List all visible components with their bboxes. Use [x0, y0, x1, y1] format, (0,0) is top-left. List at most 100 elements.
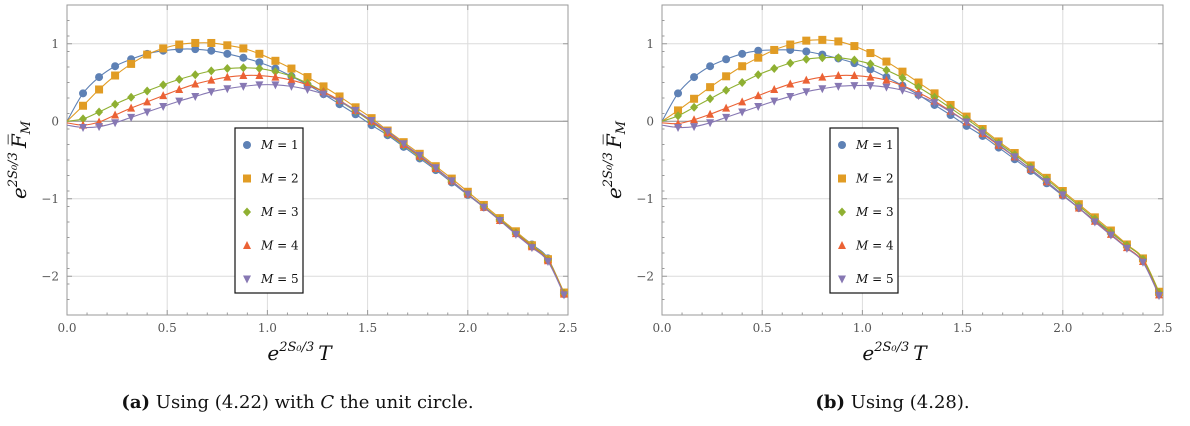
data-point	[255, 81, 264, 90]
data-point	[850, 55, 859, 65]
data-point	[722, 103, 731, 112]
data-point	[786, 79, 795, 88]
x-tick-label: 2.0	[458, 321, 477, 335]
data-point	[754, 91, 763, 100]
series-line	[66, 84, 565, 296]
y-tick-label: −1	[636, 192, 654, 206]
data-point	[1154, 292, 1163, 301]
series-a-5	[66, 81, 568, 300]
data-point	[834, 82, 843, 91]
data-point	[287, 64, 296, 73]
data-point	[415, 151, 424, 160]
data-point	[511, 230, 520, 239]
y-tick-label: 0	[646, 114, 654, 128]
data-point	[463, 190, 472, 199]
data-point	[191, 70, 200, 80]
data-point	[994, 141, 1003, 149]
data-point	[223, 85, 232, 94]
data-point	[722, 113, 731, 122]
x-tick-label: 0.0	[57, 321, 76, 335]
data-point	[818, 35, 827, 44]
data-point	[1058, 191, 1067, 200]
data-point	[239, 82, 248, 91]
data-point	[95, 107, 104, 117]
data-point	[367, 116, 376, 125]
data-point	[1138, 258, 1147, 267]
series-line	[66, 67, 565, 294]
data-point	[882, 57, 891, 66]
data-point	[239, 71, 248, 80]
data-point	[191, 45, 200, 54]
data-point	[79, 123, 88, 132]
data-point	[495, 216, 504, 225]
y-tick-label: −2	[41, 269, 59, 283]
y-tick-label: 0	[51, 114, 59, 128]
data-point	[690, 73, 699, 82]
data-point	[143, 108, 152, 117]
data-point	[898, 86, 907, 95]
data-point	[271, 56, 280, 65]
x-tick-label: 1.0	[258, 321, 277, 335]
series-b-2	[661, 35, 1163, 296]
data-point	[898, 67, 907, 76]
data-point	[674, 106, 683, 115]
legend-marker	[243, 275, 251, 284]
data-point	[143, 97, 152, 106]
legend-entry: M = 4	[855, 239, 894, 253]
data-point	[159, 91, 168, 100]
y-axis-label: e2S₀/3F̅M	[601, 120, 629, 199]
caption-a-before: Using (4.22) with	[155, 392, 321, 413]
data-point	[882, 83, 891, 92]
series-line	[661, 74, 1160, 296]
caption-a-after: the unit circle.	[334, 392, 474, 413]
data-point	[722, 85, 731, 95]
data-point	[786, 58, 795, 68]
data-point	[175, 84, 184, 93]
data-point	[802, 36, 811, 45]
series-line	[66, 42, 565, 293]
data-point	[1074, 204, 1083, 213]
series-b-5	[661, 82, 1163, 301]
data-point	[914, 78, 923, 87]
data-point	[706, 94, 715, 104]
data-point	[738, 97, 747, 106]
x-tick-label: 2.5	[558, 321, 577, 335]
data-point	[239, 63, 248, 73]
data-point	[738, 49, 747, 58]
x-tick-label: 0.5	[753, 321, 772, 335]
data-point	[271, 81, 280, 90]
data-point	[674, 89, 683, 98]
data-point	[722, 55, 731, 64]
data-point	[223, 64, 232, 74]
series-line	[661, 39, 1160, 292]
x-tick-label: 1.5	[953, 321, 972, 335]
legend-entry: M = 5	[855, 272, 894, 286]
series-a-2	[66, 38, 568, 297]
data-point	[786, 40, 795, 49]
data-point	[271, 67, 280, 77]
data-point	[706, 62, 715, 71]
data-point	[1042, 178, 1051, 187]
data-point	[95, 123, 104, 132]
data-point	[850, 42, 859, 51]
x-tick-label: 2.0	[1053, 321, 1072, 335]
data-point	[802, 75, 811, 84]
data-point	[223, 41, 232, 50]
data-point	[834, 37, 843, 46]
legend-entry: M = 1	[855, 138, 894, 152]
data-point	[866, 82, 875, 91]
series-line	[66, 48, 565, 295]
data-point	[111, 119, 120, 128]
data-point	[1010, 153, 1019, 162]
data-point	[770, 45, 779, 54]
data-point	[738, 108, 747, 117]
legend-marker	[838, 207, 846, 217]
data-point	[287, 75, 296, 84]
data-point	[111, 110, 120, 119]
data-point	[770, 64, 779, 74]
data-point	[159, 80, 168, 90]
legend-entry: M = 3	[855, 205, 894, 219]
data-point	[802, 47, 811, 56]
